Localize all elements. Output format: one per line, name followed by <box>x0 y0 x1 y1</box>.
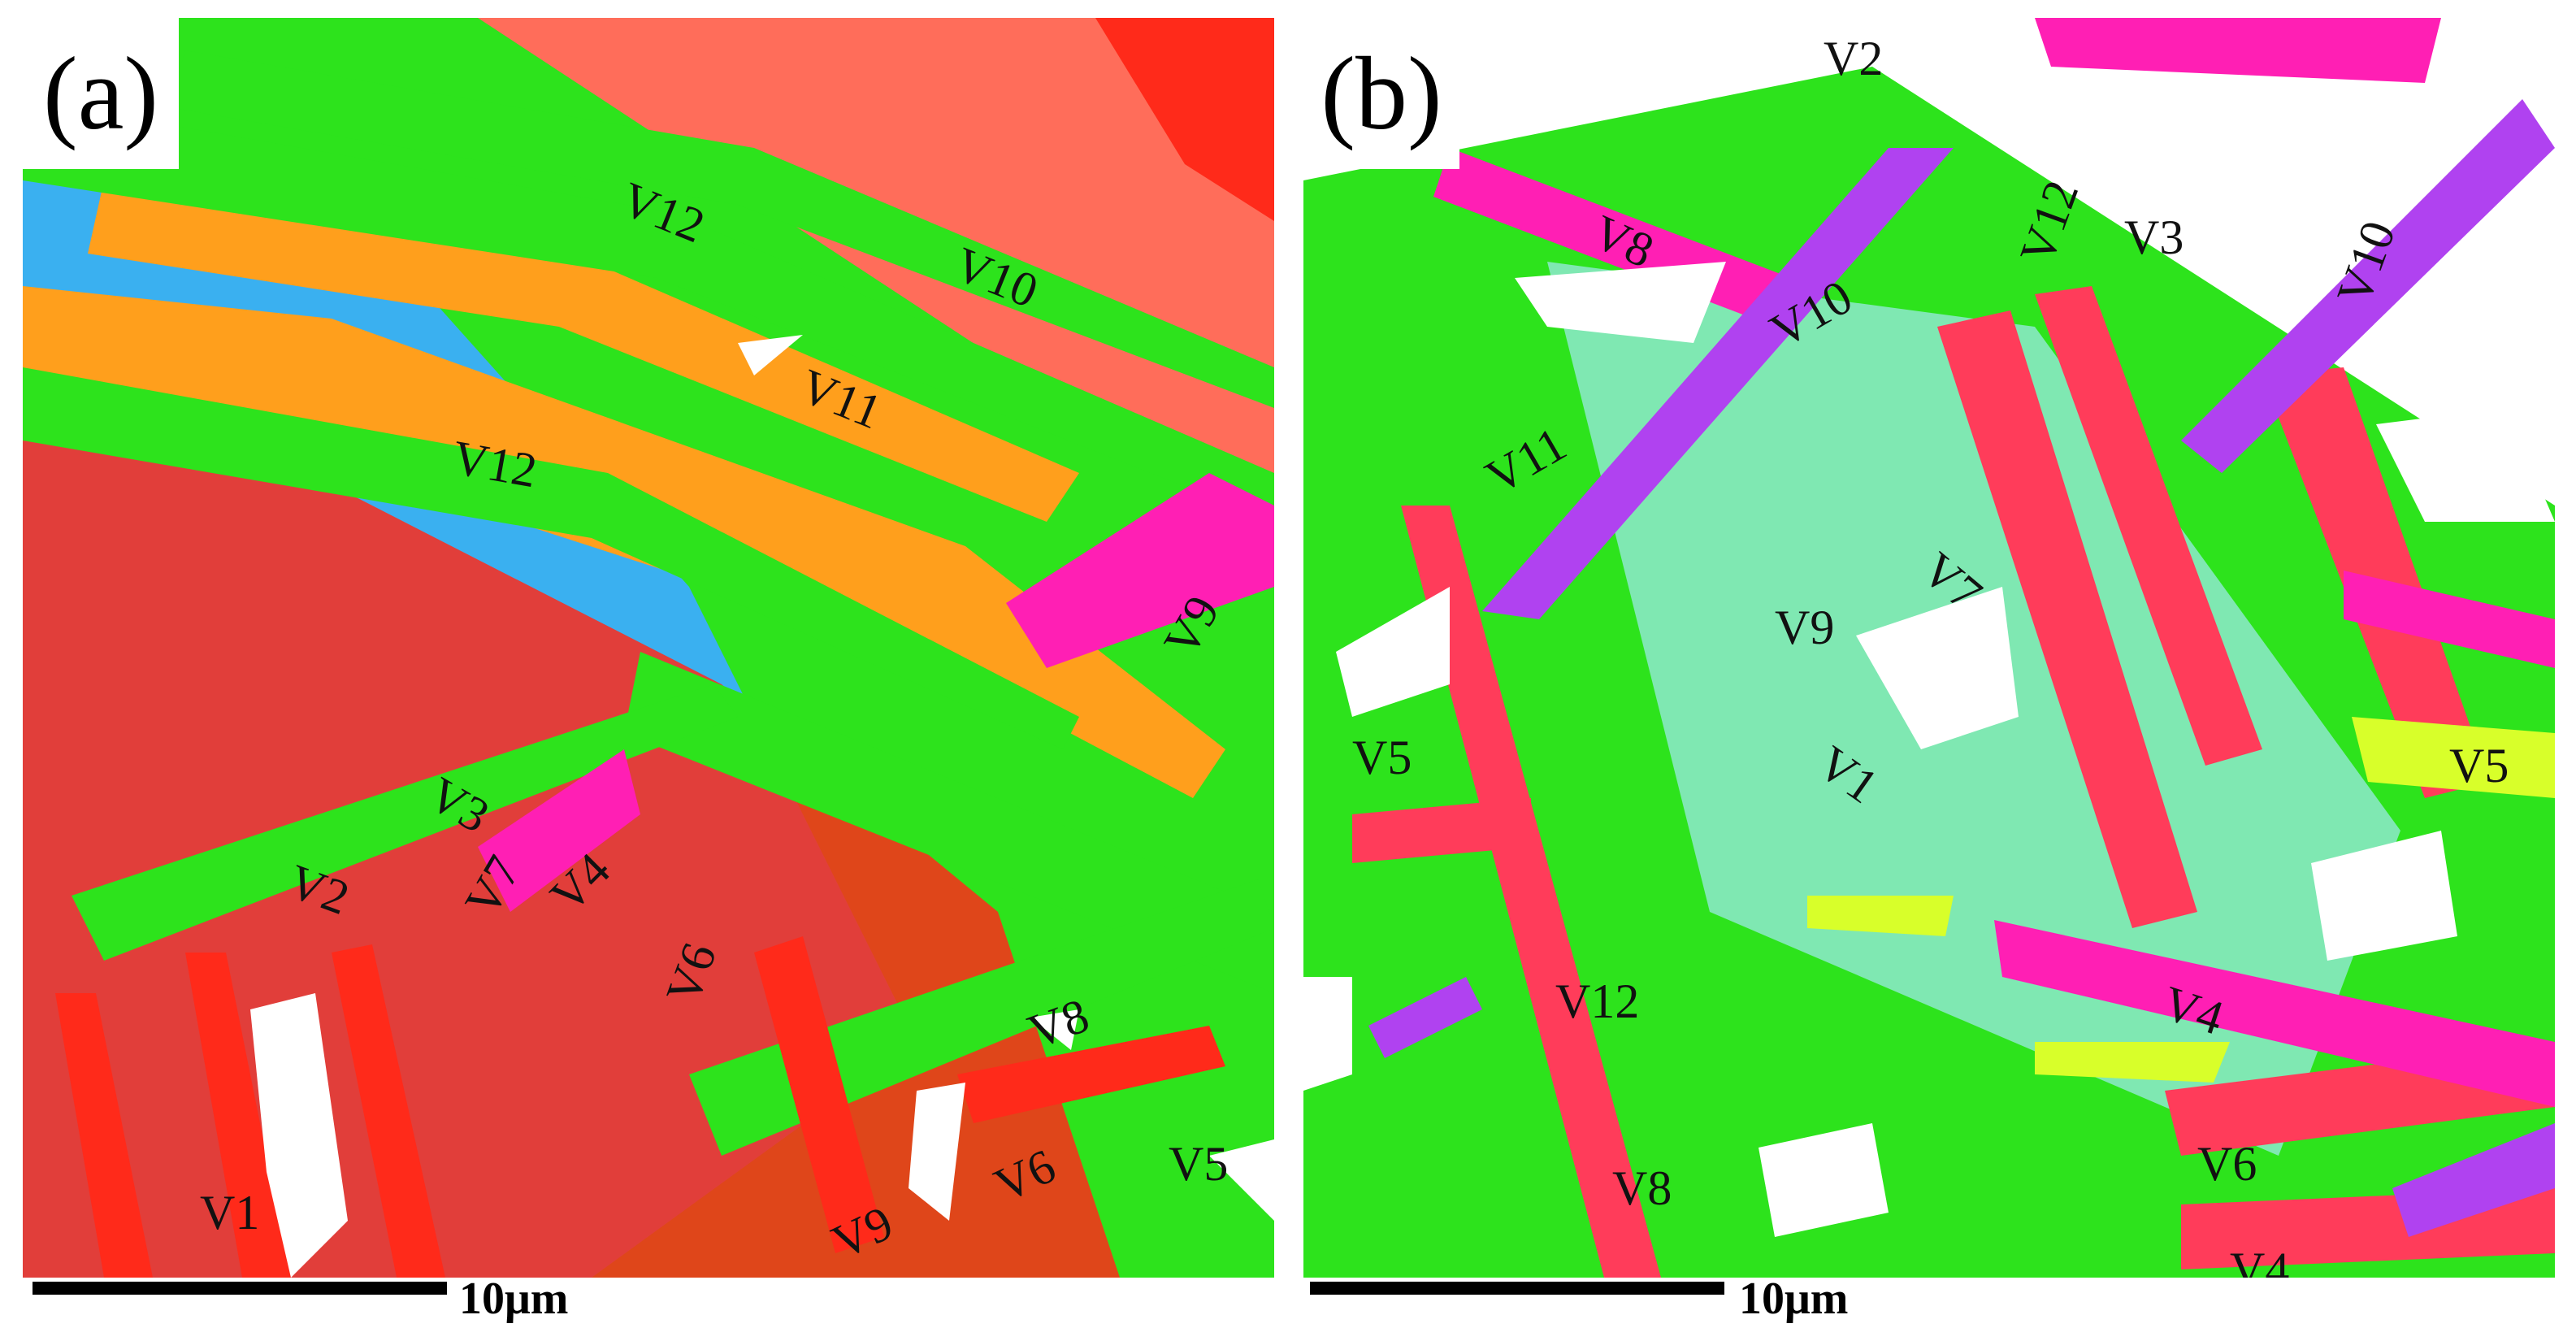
variant-label: V6 <box>2197 1137 2257 1191</box>
variant-label: V5 <box>1352 731 1412 784</box>
variant-label: V8 <box>1612 1161 1672 1215</box>
scale-bar-label-b: 10μm <box>1739 1274 1849 1324</box>
scale-bar-b <box>1310 1282 1724 1295</box>
panel-tag-b: (b) <box>1303 18 1459 169</box>
ebsd-orientation-map-a <box>23 18 1274 1278</box>
variant-label: V1 <box>200 1186 260 1239</box>
ebsd-map-panel-b: (b) V2 V8 V12 V3 V10 V10 V11 V7 V9 V1 V5… <box>1303 18 2555 1278</box>
variant-label: V2 <box>1824 32 1884 85</box>
panel-tag-a: (a) <box>23 18 179 169</box>
variant-label: V3 <box>2124 210 2184 264</box>
scale-bar-label-a: 10μm <box>459 1274 569 1324</box>
variant-label: V12 <box>1555 974 1640 1028</box>
variant-label: V4 <box>2230 1243 2290 1278</box>
ebsd-orientation-map-b <box>1303 18 2555 1278</box>
ebsd-map-panel-a: (a) V12 V10 V11 V12 V9 V3 V7 V2 V4 V6 V8… <box>23 18 1274 1278</box>
variant-label: V5 <box>2449 739 2509 792</box>
variant-label: V5 <box>1169 1137 1229 1191</box>
variant-label: V9 <box>1775 601 1835 654</box>
scale-bar-a <box>33 1282 447 1295</box>
